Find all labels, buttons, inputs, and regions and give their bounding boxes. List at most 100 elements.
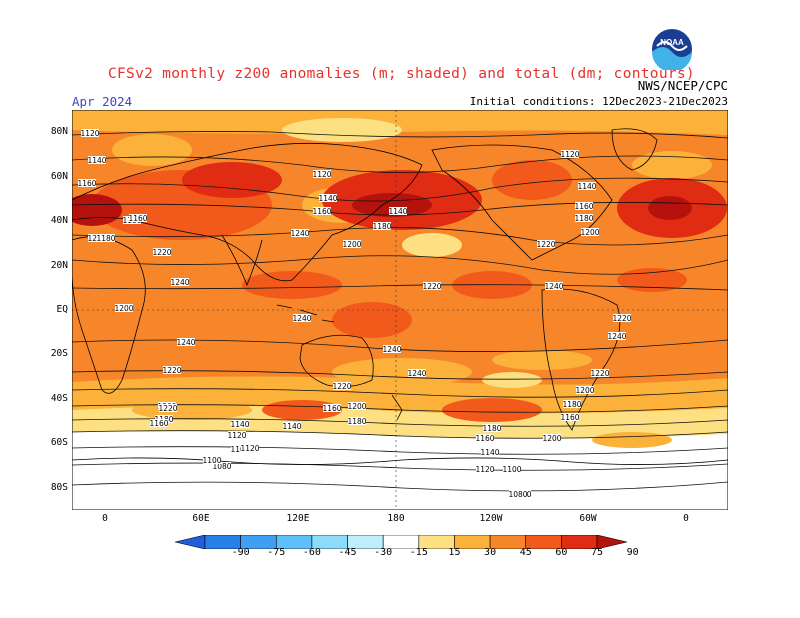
- svg-text:1200: 1200: [342, 240, 361, 249]
- lon-label: 120E: [286, 513, 310, 524]
- colorbar-tick-label: -30: [374, 547, 393, 558]
- contour-label: 1200: [347, 402, 367, 411]
- colorbar-tick-label: 30: [484, 547, 497, 558]
- contour-label: 1120: [80, 129, 100, 138]
- contour-label: 1160: [560, 413, 580, 422]
- svg-text:1200: 1200: [542, 434, 561, 443]
- lon-label: 0: [683, 513, 689, 524]
- contour-label: 1100: [230, 445, 250, 454]
- svg-text:1080: 1080: [212, 462, 231, 471]
- contour-label: 1180: [372, 222, 392, 231]
- contour-label: 1220: [422, 282, 442, 291]
- svg-text:1180: 1180: [96, 234, 115, 243]
- contour-label: 1120: [475, 465, 495, 474]
- svg-text:1200: 1200: [580, 228, 599, 237]
- initial-conditions-label: Initial conditions: 12Dec2023-21Dec2023: [469, 95, 728, 108]
- colorbar-tick-label: 90: [626, 547, 639, 558]
- colorbar-tick-label: 15: [448, 547, 461, 558]
- contour-label: 1120: [560, 150, 580, 159]
- lat-label: 60S: [50, 437, 68, 448]
- colorbar-tick-label: -90: [231, 547, 250, 558]
- contour-label: 1080: [212, 462, 232, 471]
- colorbar-right-arrow: [596, 535, 627, 549]
- svg-text:1220: 1220: [536, 240, 555, 249]
- contour-label: 1200: [342, 240, 362, 249]
- svg-text:1160: 1160: [560, 413, 579, 422]
- svg-text:1140: 1140: [282, 422, 301, 431]
- contour-label: 1100: [502, 465, 522, 474]
- lat-label: 80N: [50, 126, 68, 137]
- svg-text:1240: 1240: [382, 345, 401, 354]
- svg-text:NOAA: NOAA: [660, 38, 684, 47]
- colorbar-tick-label: -75: [267, 547, 286, 558]
- svg-text:1080: 1080: [508, 490, 527, 499]
- svg-text:1100: 1100: [230, 445, 249, 454]
- svg-text:1140: 1140: [318, 194, 337, 203]
- lat-label: 80S: [50, 482, 68, 493]
- contour-label: 1100: [202, 456, 222, 465]
- svg-text:1180: 1180: [372, 222, 391, 231]
- contour-label: 1180: [347, 417, 367, 426]
- contour-label: 1220: [158, 404, 178, 413]
- contour-label: 1140: [282, 422, 302, 431]
- svg-text:1220: 1220: [590, 369, 609, 378]
- contour-label: 1220: [332, 382, 352, 391]
- svg-text:1240: 1240: [170, 278, 189, 287]
- contour-label: 1240: [176, 338, 196, 347]
- lon-label: 60W: [579, 513, 597, 524]
- contour-label: 1200: [114, 304, 134, 313]
- contour-label: 1160: [574, 202, 594, 211]
- svg-text:1240: 1240: [176, 338, 195, 347]
- colorbar-tick-label: 75: [590, 547, 604, 558]
- svg-text:1140: 1140: [577, 182, 596, 191]
- contour-label: 1240: [544, 282, 564, 291]
- contour-label: 1180: [574, 214, 594, 223]
- svg-text:1100: 1100: [202, 456, 221, 465]
- svg-text:1140: 1140: [388, 207, 407, 216]
- contour-label: 1140: [230, 420, 250, 429]
- svg-text:1240: 1240: [292, 314, 311, 323]
- svg-text:1160: 1160: [128, 214, 147, 223]
- svg-text:1120: 1120: [475, 465, 494, 474]
- contour-label: 1160: [149, 419, 169, 428]
- organization-label: NWS/NCEP/CPC: [637, 78, 728, 93]
- lon-label: 180: [387, 513, 405, 524]
- contour-label: 1200: [575, 386, 595, 395]
- colorbar-tick-label: 60: [555, 547, 568, 558]
- contour-label: 1160: [77, 179, 97, 188]
- contour-label: 1200: [542, 434, 562, 443]
- contour-label: 1140: [480, 448, 500, 457]
- contour-label: 1240: [290, 229, 310, 238]
- svg-text:1180: 1180: [562, 400, 581, 409]
- contour-label: 1140: [577, 182, 597, 191]
- svg-text:1140: 1140: [480, 448, 499, 457]
- contour-label: 1220: [612, 314, 632, 323]
- svg-text:1120: 1120: [240, 444, 259, 453]
- svg-text:1160: 1160: [77, 179, 96, 188]
- svg-text:1160: 1160: [312, 207, 331, 216]
- svg-text:1140: 1140: [87, 156, 106, 165]
- contour-label: 1120: [227, 431, 247, 440]
- lon-label: 120W: [479, 513, 503, 524]
- contour-label: 1240: [607, 332, 627, 341]
- svg-text:1120: 1120: [80, 129, 99, 138]
- svg-text:1240: 1240: [544, 282, 563, 291]
- svg-text:1140: 1140: [230, 420, 249, 429]
- lat-label: EQ: [56, 304, 68, 315]
- contour-label: 1140: [318, 194, 338, 203]
- svg-text:1220: 1220: [332, 382, 351, 391]
- contour-label: 1140: [87, 156, 107, 165]
- svg-text:1220: 1220: [158, 404, 177, 413]
- svg-text:1240: 1240: [290, 229, 309, 238]
- colorbar-tick-label: -15: [409, 547, 428, 558]
- contour-label: 1220: [536, 240, 556, 249]
- colorbar-left-arrow: [175, 535, 206, 549]
- svg-text:1160: 1160: [322, 404, 341, 413]
- lat-label: 40N: [50, 215, 68, 226]
- svg-text:1160: 1160: [574, 202, 593, 211]
- svg-text:1220: 1220: [152, 248, 171, 257]
- contour-label: 1180: [482, 424, 502, 433]
- svg-text:1180: 1180: [347, 417, 366, 426]
- svg-text:1120: 1120: [312, 170, 331, 179]
- svg-text:1120: 1120: [227, 431, 246, 440]
